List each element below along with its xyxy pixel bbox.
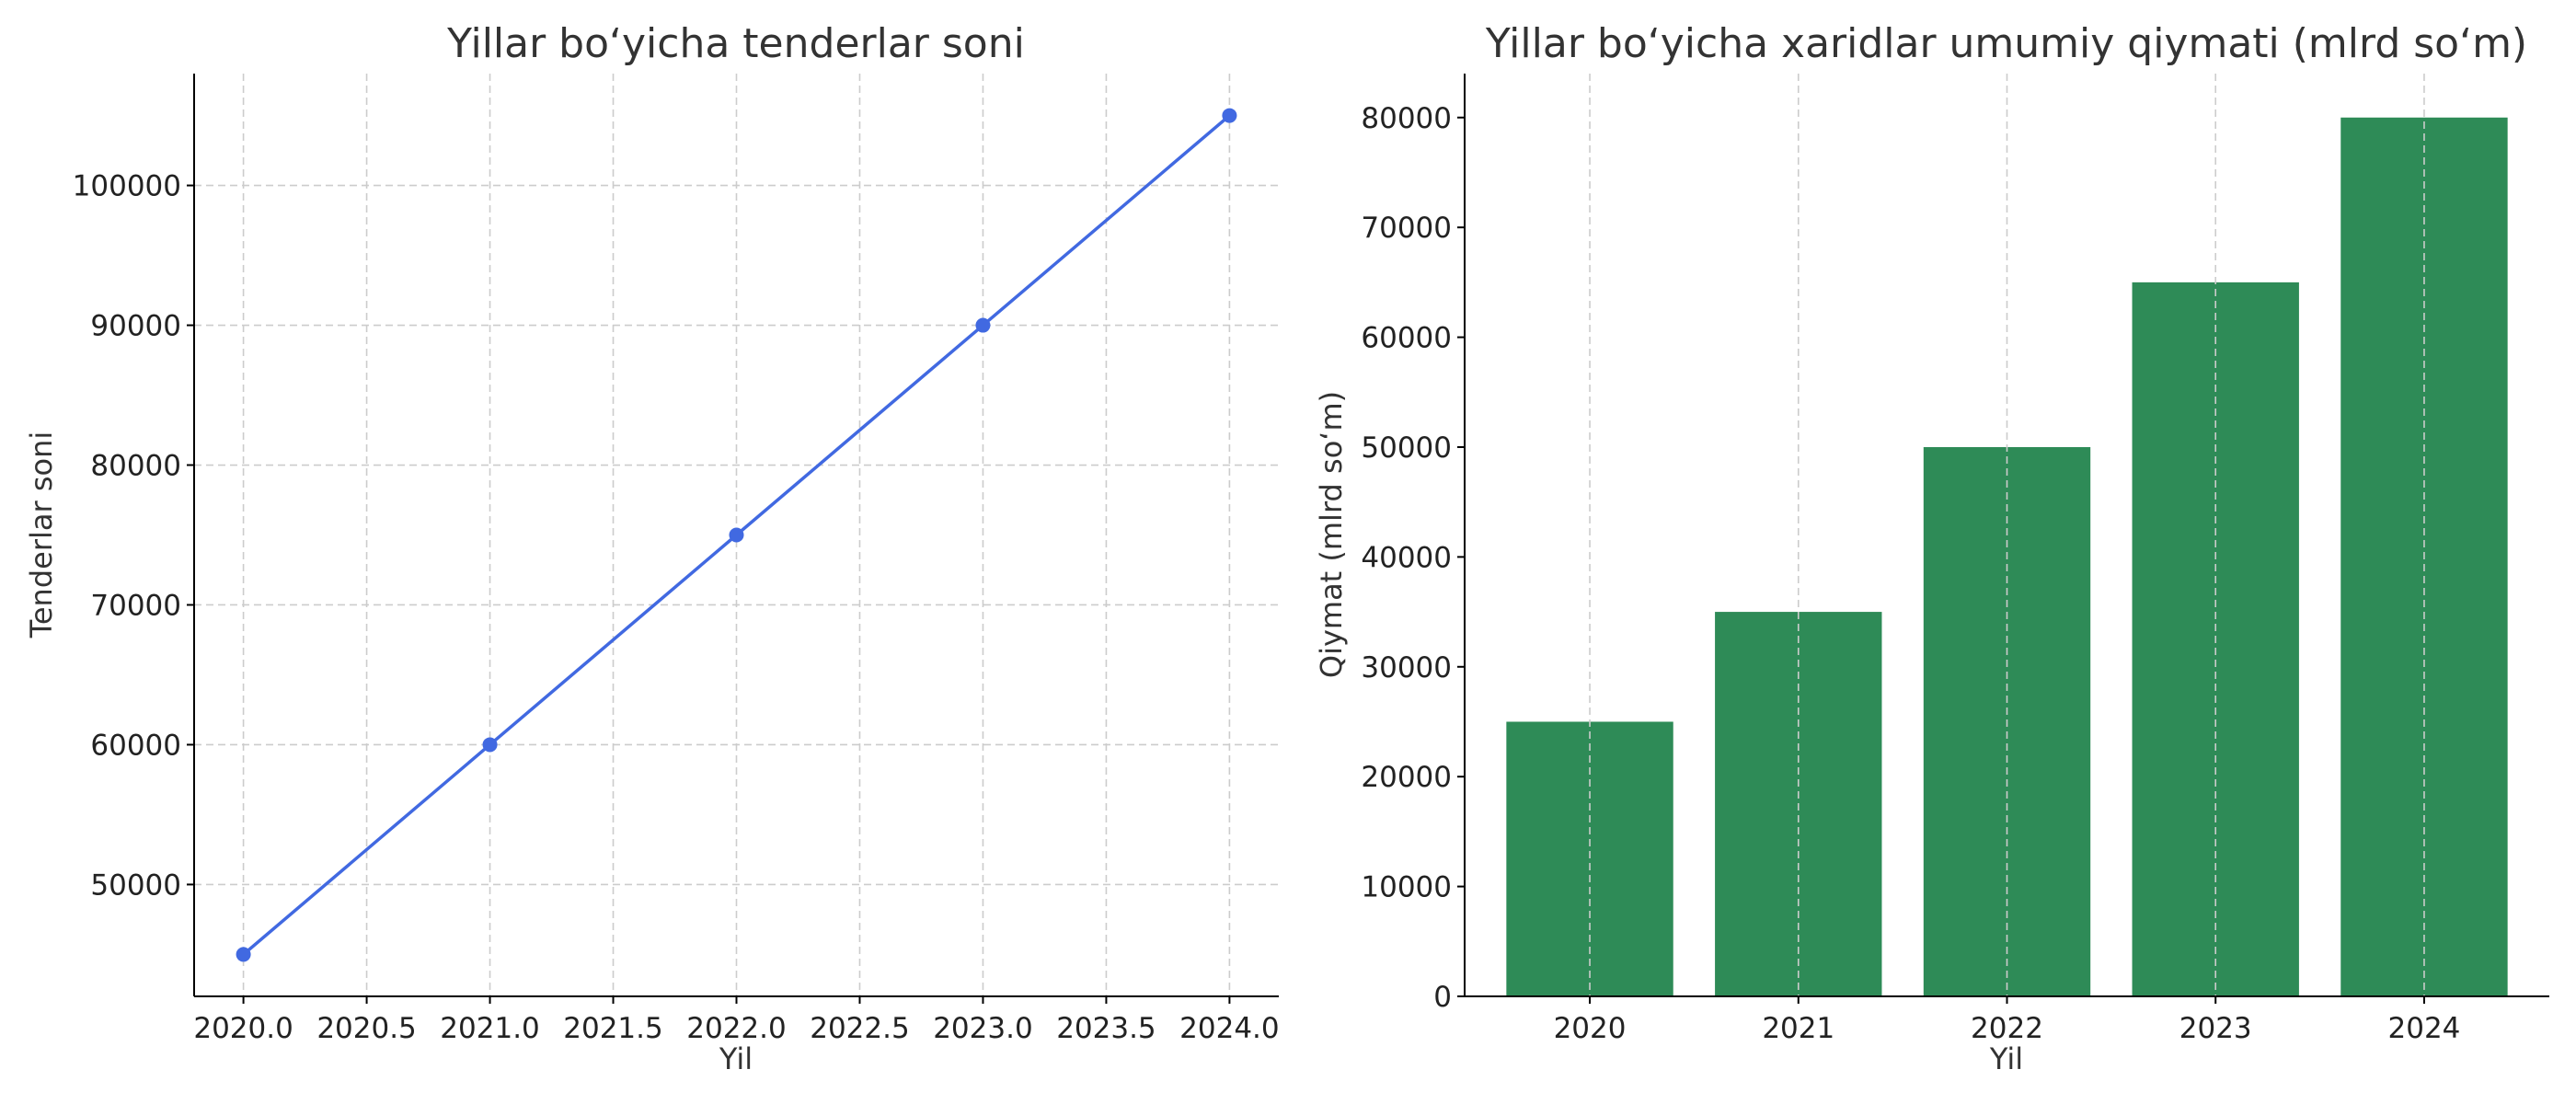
y-tick-label: 40000	[1361, 541, 1452, 574]
y-tick-label: 50000	[90, 868, 181, 902]
data-point	[729, 527, 744, 543]
y-axis-ticks: 0 10000 20000 30000 40000 50000 60000 70000 8000…	[1361, 102, 1465, 1014]
x-tick-label: 2021	[1762, 1012, 1834, 1045]
data-point	[236, 947, 251, 962]
y-tick-label: 60000	[90, 729, 181, 762]
y-tick-label: 0	[1433, 981, 1452, 1014]
x-tick-label: 2021.5	[563, 1012, 662, 1045]
x-tick-label: 2020.0	[193, 1012, 293, 1045]
data-point	[1222, 108, 1237, 123]
y-tick-label: 20000	[1361, 761, 1452, 794]
y-tick-label: 90000	[90, 310, 181, 343]
y-tick-label: 100000	[73, 170, 181, 203]
y-tick-label: 70000	[90, 589, 181, 622]
x-tick-label: 2022.0	[686, 1012, 786, 1045]
y-tick-label: 70000	[1361, 212, 1452, 245]
tenders-line-chart: Yillar bo‘yicha tenderlar soni 2020.0 202…	[24, 20, 1280, 1076]
x-tick-label: 2022	[1971, 1012, 2043, 1045]
bar	[1506, 721, 1673, 996]
y-tick-label: 50000	[1361, 431, 1452, 465]
x-tick-label: 2023	[2179, 1012, 2252, 1045]
y-axis-label: Qiymat (mlrd so‘m)	[1314, 391, 1349, 678]
grid	[1589, 74, 2425, 996]
x-tick-label: 2023.0	[933, 1012, 1032, 1045]
x-tick-label: 2024	[2388, 1012, 2461, 1045]
x-tick-label: 2024.0	[1179, 1012, 1279, 1045]
y-tick-label: 80000	[1361, 102, 1452, 135]
chart-title: Yillar bo‘yicha xaridlar umumiy qiymati …	[1485, 20, 2527, 67]
x-axis-label: Yil	[1989, 1041, 2023, 1076]
x-tick-label: 2021.0	[440, 1012, 539, 1045]
y-tick-label: 80000	[90, 450, 181, 483]
y-tick-label: 30000	[1361, 651, 1452, 684]
data-point	[975, 317, 991, 333]
x-tick-label: 2023.5	[1056, 1012, 1156, 1045]
y-axis-ticks: 50000 60000 70000 80000 90000 100000	[73, 170, 194, 902]
purchases-bar-chart: Yillar bo‘yicha xaridlar umumiy qiymati …	[1314, 20, 2549, 1076]
grid	[194, 74, 1279, 996]
data-point	[482, 737, 498, 753]
x-axis-label: Yil	[719, 1041, 753, 1076]
chart-title: Yillar bo‘yicha tenderlar soni	[446, 20, 1025, 67]
y-axis-label: Tenderlar soni	[24, 431, 59, 638]
y-tick-label: 60000	[1361, 322, 1452, 355]
x-tick-label: 2020	[1554, 1012, 1627, 1045]
y-tick-label: 10000	[1361, 871, 1452, 904]
line-series	[236, 108, 1237, 962]
x-axis-ticks: 2020.0 2020.5 2021.0 2021.5 2022.0 2022.5 2023…	[193, 996, 1280, 1045]
x-axis-ticks: 2020 2021 2022 2023 2024	[1554, 996, 2461, 1045]
x-tick-label: 2020.5	[316, 1012, 416, 1045]
x-tick-label: 2022.5	[810, 1012, 909, 1045]
